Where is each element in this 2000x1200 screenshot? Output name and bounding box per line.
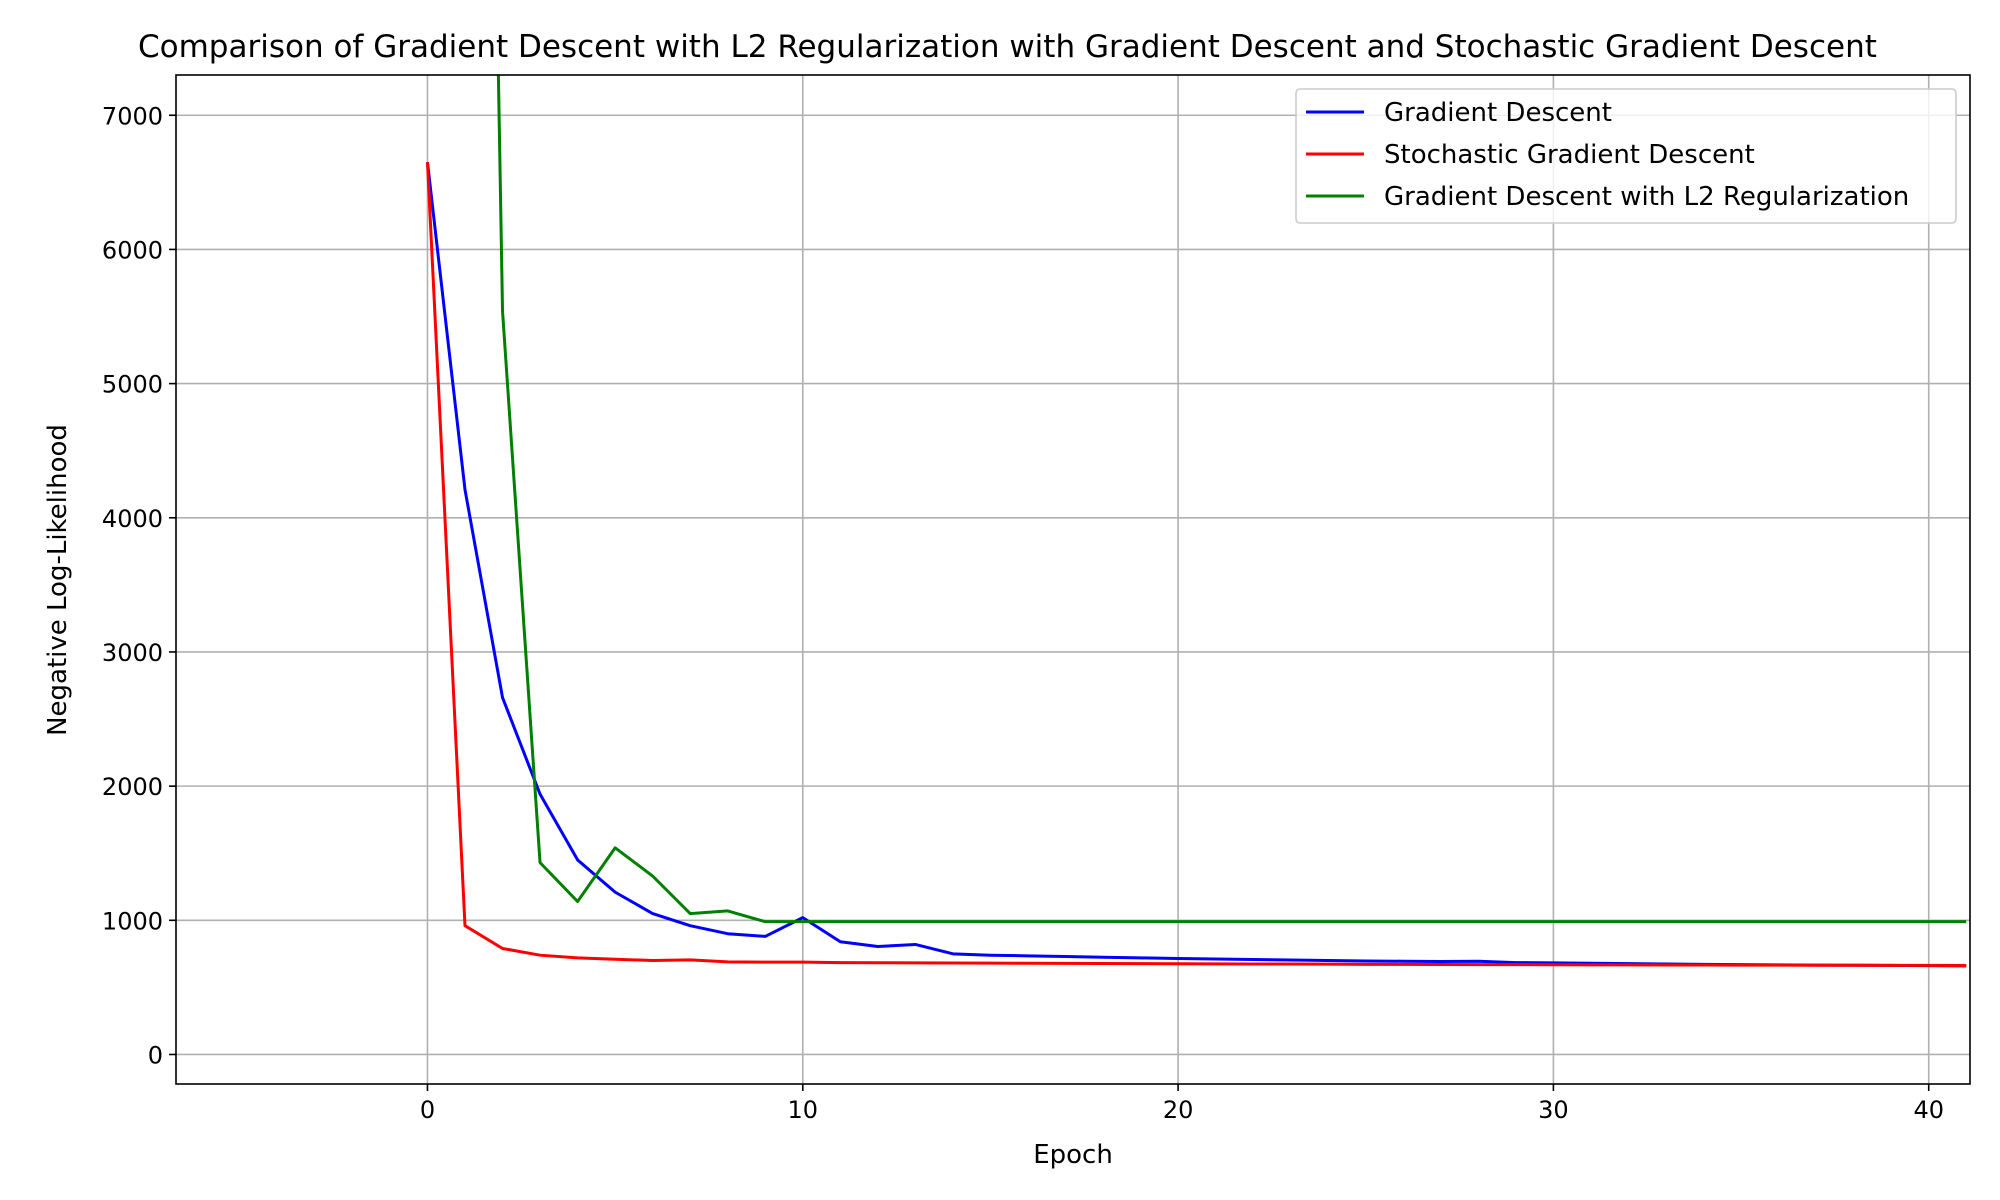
y-tick-label: 6000 bbox=[102, 236, 163, 264]
y-tick-label: 4000 bbox=[102, 505, 163, 533]
x-tick-label: 40 bbox=[1913, 1096, 1944, 1124]
y-tick-label: 7000 bbox=[102, 102, 163, 130]
series-line-gradient-descent bbox=[425, 162, 1967, 968]
x-tick-label: 0 bbox=[420, 1096, 435, 1124]
x-tick-label: 20 bbox=[1163, 1096, 1194, 1124]
axes-frame bbox=[175, 74, 1971, 1085]
y-tick-label: 0 bbox=[148, 1041, 163, 1069]
x-tick-label: 10 bbox=[788, 1096, 819, 1124]
y-tick-label: 2000 bbox=[102, 773, 163, 801]
plot-area bbox=[425, 75, 1967, 968]
series-line-stochastic-gradient-descent bbox=[425, 162, 1967, 968]
y-tick-label: 3000 bbox=[102, 639, 163, 667]
y-tick-label: 1000 bbox=[102, 907, 163, 935]
legend: Gradient Descent Stochastic Gradient Des… bbox=[1295, 88, 1957, 224]
x-axis-label: Epoch bbox=[1033, 1140, 1113, 1170]
y-tick-label: 5000 bbox=[102, 371, 163, 399]
y-axis-label: Negative Log-Likelihood bbox=[43, 424, 73, 736]
axis-ticks: 0 10 20 30 40 0 1000 2000 3000 4000 5000 6000 7000 bbox=[102, 102, 1944, 1124]
legend-label-gradient-descent: Gradient Descent bbox=[1384, 98, 1612, 128]
chart-title: Comparison of Gradient Descent with L2 R… bbox=[138, 29, 1877, 65]
legend-label-stochastic-gradient-descent: Stochastic Gradient Descent bbox=[1384, 140, 1755, 170]
series-line-gradient-descent-l2 bbox=[496, 75, 1967, 924]
legend-label-gradient-descent-l2: Gradient Descent with L2 Regularization bbox=[1384, 182, 1909, 212]
legend-box bbox=[1295, 88, 1957, 224]
x-tick-label: 30 bbox=[1538, 1096, 1569, 1124]
grid bbox=[176, 75, 1970, 1084]
